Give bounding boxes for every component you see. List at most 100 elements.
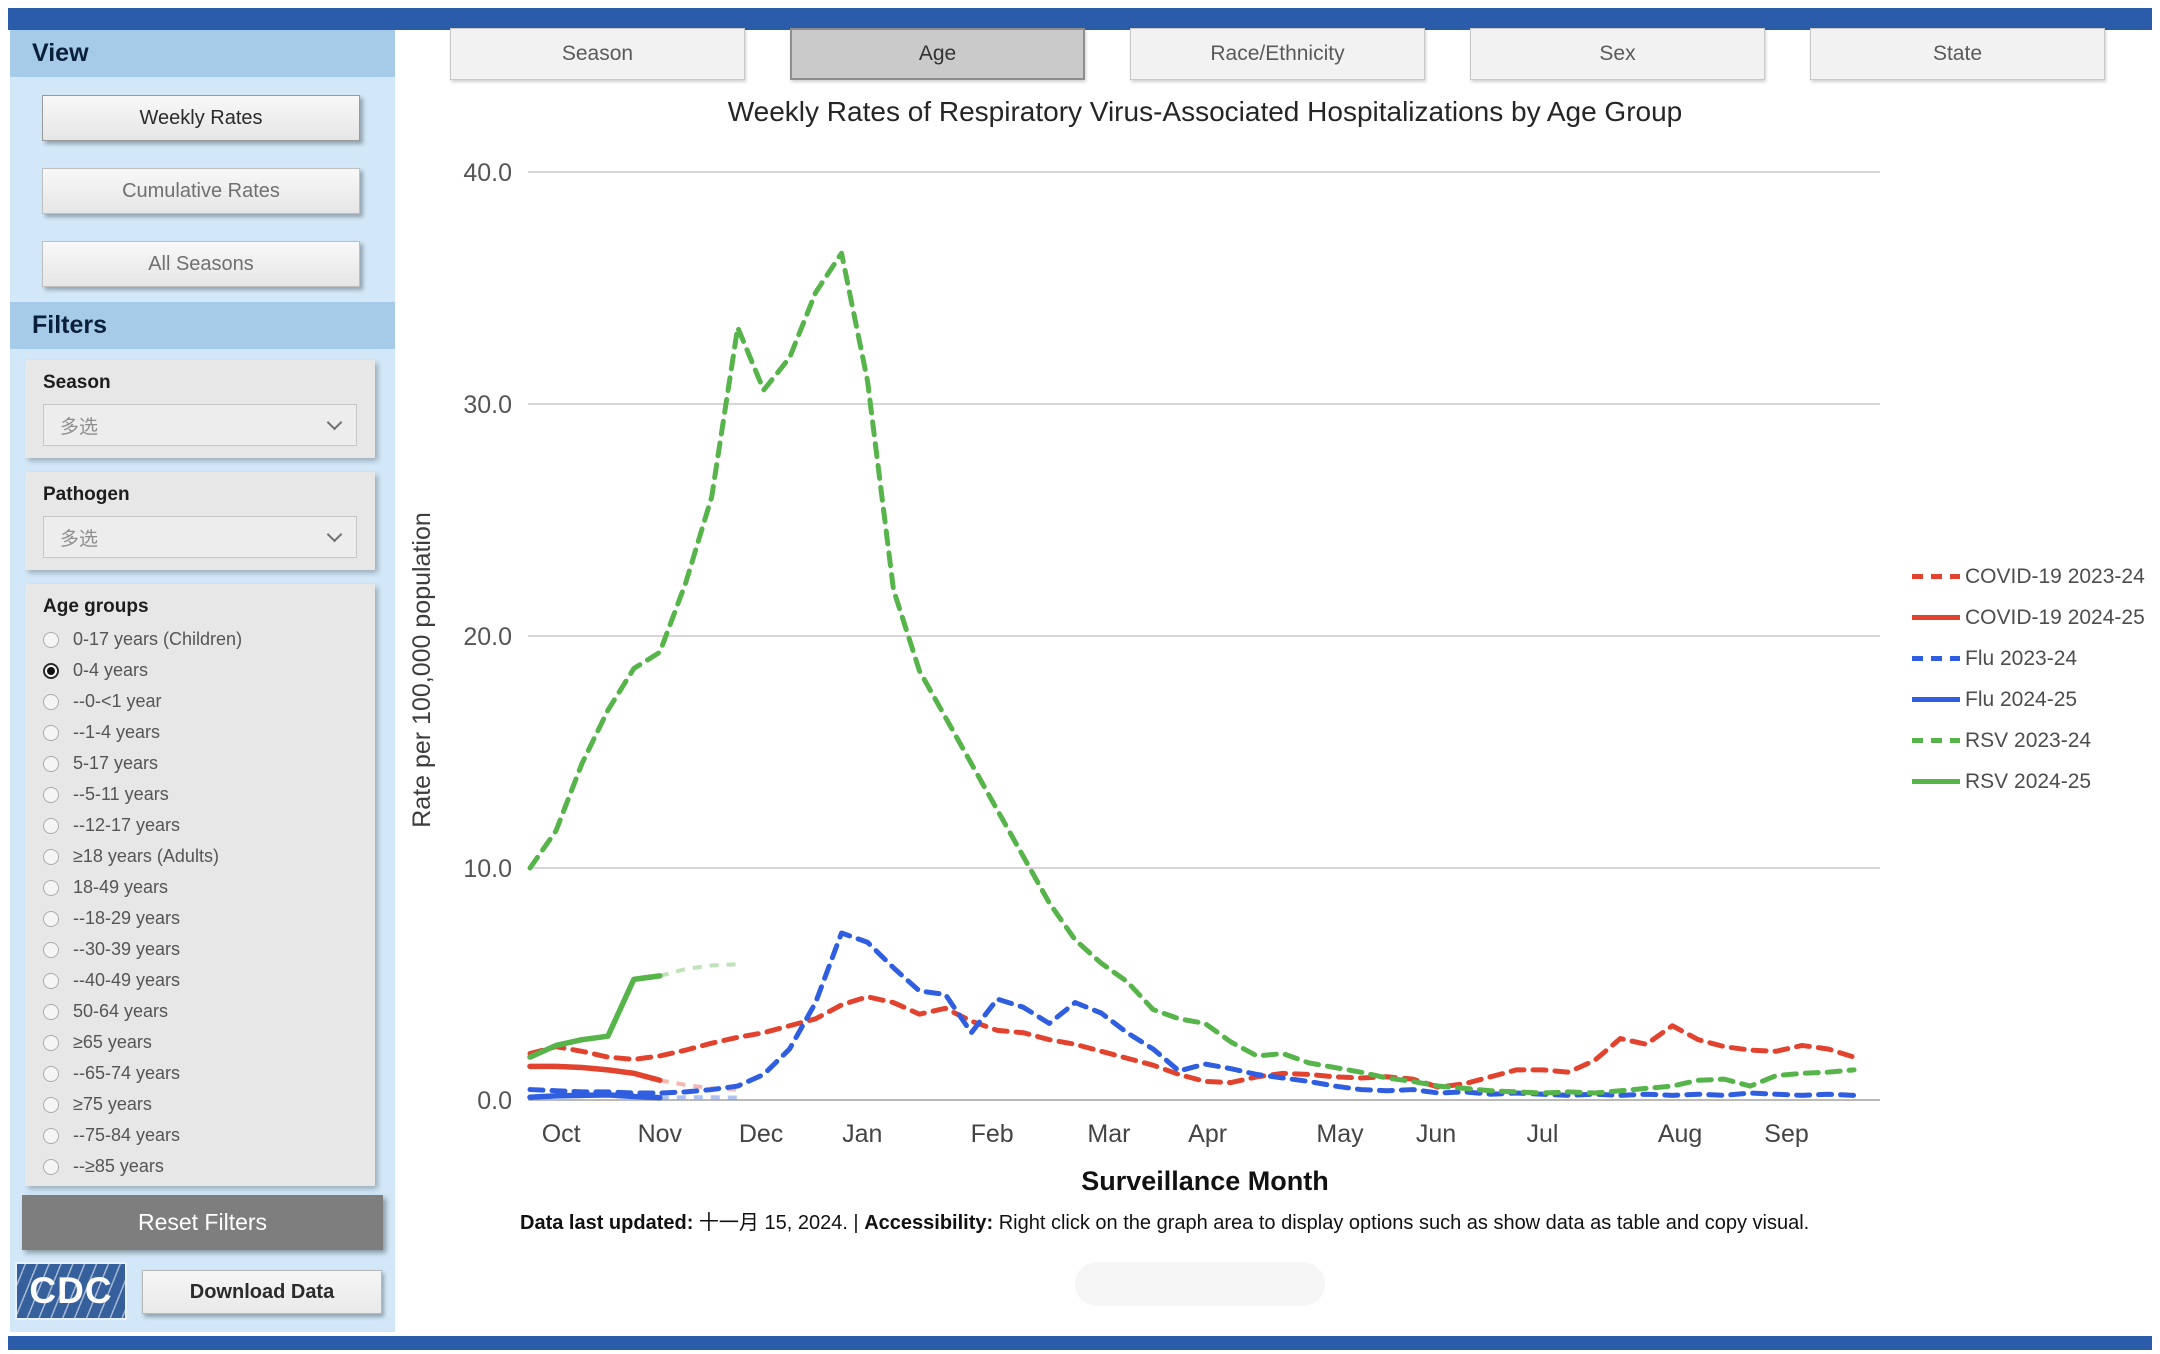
- legend-item-rsv-2023-24[interactable]: RSV 2023-24: [1912, 720, 2145, 761]
- series-covid-19-2024-25: [527, 1063, 663, 1084]
- age-groups-label: Age groups: [43, 596, 149, 617]
- age-group-option[interactable]: --1-4 years: [43, 717, 375, 748]
- age-group-option-label: --18-29 years: [73, 908, 181, 928]
- series-rsv-2023-24: [527, 250, 1857, 1096]
- tab-age[interactable]: Age: [790, 28, 1085, 80]
- age-group-option[interactable]: --18-29 years: [43, 903, 375, 934]
- age-group-option-label: --65-74 years: [73, 1063, 181, 1083]
- age-group-option[interactable]: --5-11 years: [43, 779, 375, 810]
- cumulative-rates-button[interactable]: Cumulative Rates: [42, 168, 360, 214]
- season-dropdown[interactable]: 多选: [43, 404, 357, 446]
- age-group-option[interactable]: --0-<1 year: [43, 686, 375, 717]
- age-group-option[interactable]: 0-4 years: [43, 655, 375, 686]
- radio-icon: [43, 848, 59, 865]
- series-covid-19-2023-24: [527, 994, 1857, 1090]
- x-tick-label: Jan: [842, 1120, 882, 1148]
- chart-legend: COVID-19 2023-24 COVID-19 2024-25 Flu 2023…: [1912, 556, 2145, 802]
- season-filter-label: Season: [43, 372, 111, 393]
- age-groups-list: 0-17 years (Children) 0-4 years --0-<1 yea…: [43, 624, 375, 1182]
- chart-svg[interactable]: 0.0 10.0 20.0 30.0 40.0 Rate per 100,000 popu…: [400, 140, 1960, 1200]
- radio-icon: [43, 1034, 59, 1051]
- radio-icon: [43, 1158, 59, 1175]
- age-group-option[interactable]: ≥75 years: [43, 1089, 375, 1120]
- tab-season[interactable]: Season: [450, 28, 745, 80]
- age-group-option[interactable]: --65-74 years: [43, 1058, 375, 1089]
- x-tick-label: Nov: [638, 1120, 683, 1148]
- age-group-option[interactable]: --≥85 years: [43, 1151, 375, 1182]
- age-group-option-label: --≥85 years: [73, 1156, 164, 1176]
- x-tick-label: Sep: [1764, 1120, 1808, 1148]
- x-tick-label: Jun: [1416, 1120, 1456, 1148]
- x-tick-label: Jul: [1527, 1120, 1559, 1148]
- weekly-rates-button[interactable]: Weekly Rates: [42, 95, 360, 141]
- radio-icon: [43, 910, 59, 927]
- age-group-option-label: ≥75 years: [73, 1094, 152, 1114]
- age-group-option-label: --40-49 years: [73, 970, 181, 990]
- pathogen-dropdown-value: 多选: [60, 528, 99, 550]
- dashed-line-sample-icon: [1912, 656, 1960, 661]
- x-tick-label: Feb: [971, 1120, 1014, 1148]
- radio-icon: [43, 817, 59, 834]
- age-group-option[interactable]: 5-17 years: [43, 748, 375, 779]
- pathogen-filter-card: Pathogen 多选: [25, 472, 375, 570]
- age-group-option-label: ≥18 years (Adults): [73, 846, 219, 866]
- age-group-option-label: 0-17 years (Children): [73, 629, 243, 649]
- age-group-option[interactable]: --30-39 years: [43, 934, 375, 965]
- radio-icon: [43, 972, 59, 989]
- radio-icon: [43, 1127, 59, 1144]
- legend-item-covid-19-2023-24[interactable]: COVID-19 2023-24: [1912, 556, 2145, 597]
- legend-item-rsv-2024-25[interactable]: RSV 2024-25: [1912, 761, 2145, 802]
- radio-icon: [43, 1065, 59, 1082]
- age-group-option-label: 50-64 years: [73, 1001, 169, 1021]
- age-group-option[interactable]: ≥65 years: [43, 1027, 375, 1058]
- y-tick-label: 30.0: [463, 391, 512, 419]
- y-tick-label: 20.0: [463, 623, 512, 651]
- radio-icon: [43, 786, 59, 803]
- y-tick-label: 10.0: [463, 855, 512, 883]
- season-filter-card: Season 多选: [25, 360, 375, 458]
- series-flu-2024-25: [527, 1092, 663, 1101]
- data-updated-value: 十一月 15, 2024. |: [693, 1212, 865, 1234]
- legend-item-flu-2023-24[interactable]: Flu 2023-24: [1912, 638, 2145, 679]
- age-group-option-label: 18-49 years: [73, 877, 169, 897]
- chevron-down-icon: [326, 414, 343, 431]
- tab-state[interactable]: State: [1810, 28, 2105, 80]
- filters-section-title: Filters: [10, 302, 395, 349]
- age-group-option[interactable]: --75-84 years: [43, 1120, 375, 1151]
- radio-icon: [43, 693, 59, 710]
- cdc-logo: CDC: [15, 1262, 127, 1320]
- age-group-option[interactable]: 50-64 years: [43, 996, 375, 1027]
- age-group-option[interactable]: --40-49 years: [43, 965, 375, 996]
- dashed-line-sample-icon: [1912, 738, 1960, 743]
- age-group-option-label: --0-<1 year: [73, 691, 162, 711]
- radio-icon: [43, 755, 59, 772]
- pathogen-dropdown[interactable]: 多选: [43, 516, 357, 558]
- x-axis-title: Surveillance Month: [1081, 1166, 1329, 1196]
- bottom-accent-bar: [8, 1336, 2152, 1350]
- legend-item-covid-19-2024-25[interactable]: COVID-19 2024-25: [1912, 597, 2145, 638]
- series-preliminary-tail: [659, 1078, 738, 1092]
- cdc-logo-text: CDC: [29, 1270, 113, 1311]
- age-group-option[interactable]: 0-17 years (Children): [43, 624, 375, 655]
- age-group-option[interactable]: ≥18 years (Adults): [43, 841, 375, 872]
- age-group-option-label: --75-84 years: [73, 1125, 181, 1145]
- radio-icon: [43, 631, 59, 648]
- ui-artifact: [1075, 1262, 1325, 1306]
- age-group-option-label: --30-39 years: [73, 939, 181, 959]
- age-group-option[interactable]: 18-49 years: [43, 872, 375, 903]
- tab-race-ethnicity[interactable]: Race/Ethnicity: [1130, 28, 1425, 80]
- radio-selected-icon: [43, 662, 59, 679]
- chart-title: Weekly Rates of Respiratory Virus-Associ…: [727, 96, 1683, 127]
- radio-icon: [43, 941, 59, 958]
- legend-item-flu-2024-25[interactable]: Flu 2024-25: [1912, 679, 2145, 720]
- download-data-button[interactable]: Download Data: [142, 1270, 382, 1314]
- reset-filters-button[interactable]: Reset Filters: [22, 1195, 383, 1250]
- legend-item-label: COVID-19 2024-25: [1965, 605, 2145, 629]
- age-group-option-label: --12-17 years: [73, 815, 181, 835]
- x-tick-label: Oct: [542, 1120, 581, 1148]
- footer-note: Data last updated: 十一月 15, 2024. | Acces…: [520, 1206, 1809, 1235]
- tab-sex[interactable]: Sex: [1470, 28, 1765, 80]
- series-preliminary-tail: [659, 962, 738, 978]
- age-group-option[interactable]: --12-17 years: [43, 810, 375, 841]
- all-seasons-button[interactable]: All Seasons: [42, 241, 360, 287]
